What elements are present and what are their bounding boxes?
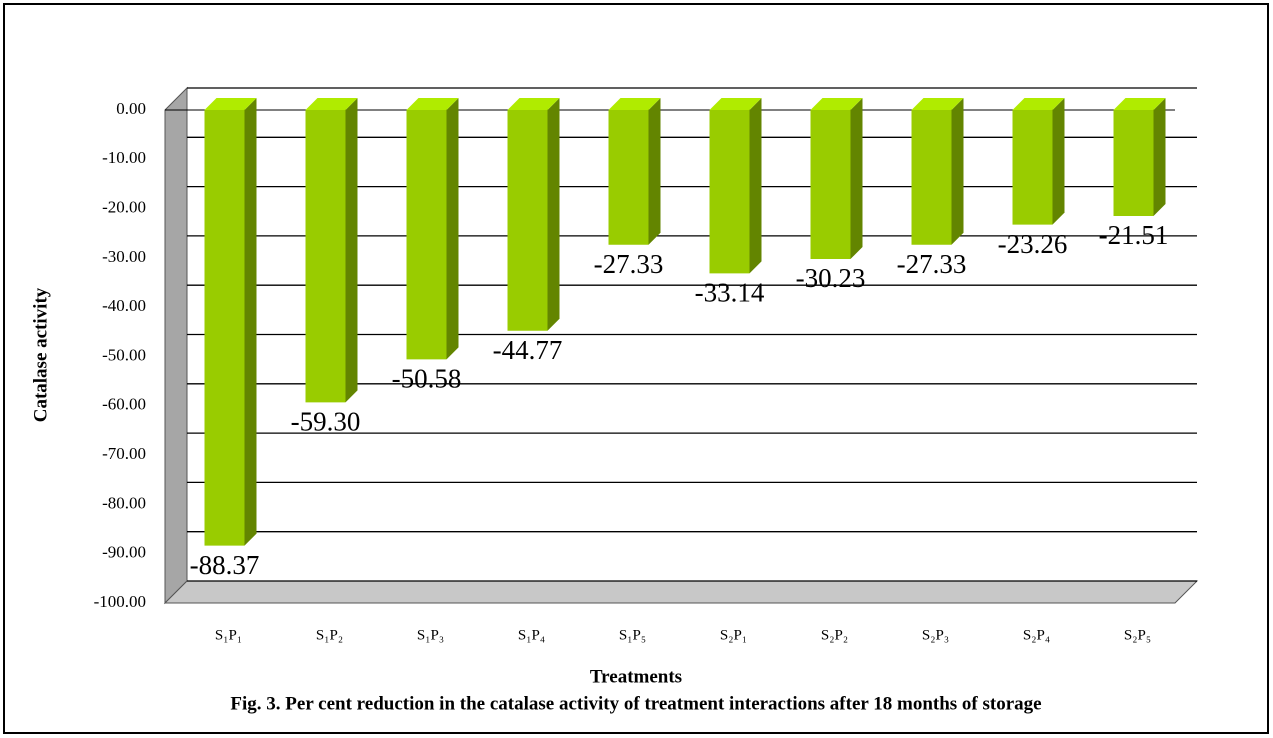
x-tick-label: S₁P₃ [417,627,444,643]
bar-face [1113,110,1154,217]
y-axis-label: Catalase activity [30,287,51,422]
x-tick-label: S₂P₄ [1023,627,1050,643]
bar-face [749,98,762,274]
bar-face [1113,98,1166,110]
x-tick-label: S₁P₁ [215,627,242,643]
bar-face [406,110,447,360]
value-label: -88.37 [190,550,260,580]
y-tick-label: -60.00 [102,395,146,414]
bar-face [648,98,661,245]
y-tick-label: -90.00 [102,543,146,562]
value-label: -21.51 [1099,220,1169,250]
bar [305,98,358,403]
bar-face [1153,98,1166,217]
bar [911,98,964,245]
value-label: -50.58 [392,364,462,394]
x-axis-label: Treatments [590,666,682,687]
x-tick-label: S₁P₂ [316,627,343,643]
bar-face [1052,98,1065,225]
bar-face [507,110,548,331]
bar [406,98,459,360]
y-tick-label: 0.00 [116,99,146,118]
bar-face [850,98,863,260]
bar-face [709,110,750,274]
bar [1012,98,1065,225]
x-tick-label: S₂P₅ [1124,627,1151,643]
bar-face [911,98,964,110]
bar [709,98,762,274]
bar-face [911,110,952,245]
bar [810,98,863,260]
x-tick-label: S₁P₄ [518,627,545,643]
x-tick-label: S₂P₂ [821,627,848,643]
bar-face [1012,110,1053,225]
value-label: -30.23 [796,263,866,293]
bar-face [547,98,560,331]
bar [608,98,661,245]
y-tick-label: -20.00 [102,198,146,217]
value-label: -33.14 [695,278,765,308]
value-label: -44.77 [493,335,563,365]
bar-face [204,98,257,110]
bar-face [608,110,649,245]
x-tick-label: S₁P₅ [619,627,646,643]
bar [507,98,560,331]
bar-face [951,98,964,245]
bar [1113,98,1166,217]
y-tick-label: -50.00 [102,345,146,364]
value-label: -27.33 [897,249,967,279]
value-label: -59.30 [291,407,361,437]
x-tick-label: S₂P₃ [922,627,949,643]
bar-face [204,110,245,546]
y-tick-label: -10.00 [102,148,146,167]
y-tick-label: -80.00 [102,493,146,512]
bar-face [345,98,358,403]
chart-title: Fig. 3. Per cent reduction in the catala… [230,693,1041,714]
bar-face [810,98,863,110]
bar-face [608,98,661,110]
bar-face [244,98,257,546]
bar-face [1012,98,1065,110]
bar-face [446,98,459,360]
bar [204,98,257,546]
side-wall [164,86,188,605]
bar-face [305,110,346,403]
floor [163,580,1199,604]
y-tick-label: -70.00 [102,444,146,463]
value-label: -23.26 [998,229,1068,259]
y-tick-label: -30.00 [102,247,146,266]
value-label: -27.33 [594,249,664,279]
bar-face [507,98,560,110]
bar-face [406,98,459,110]
x-tick-label: S₂P₁ [720,627,747,643]
y-tick-label: -40.00 [102,296,146,315]
bar-face [305,98,358,110]
bar-face [709,98,762,110]
y-tick-label: -100.00 [94,592,146,611]
bar-face [810,110,851,260]
